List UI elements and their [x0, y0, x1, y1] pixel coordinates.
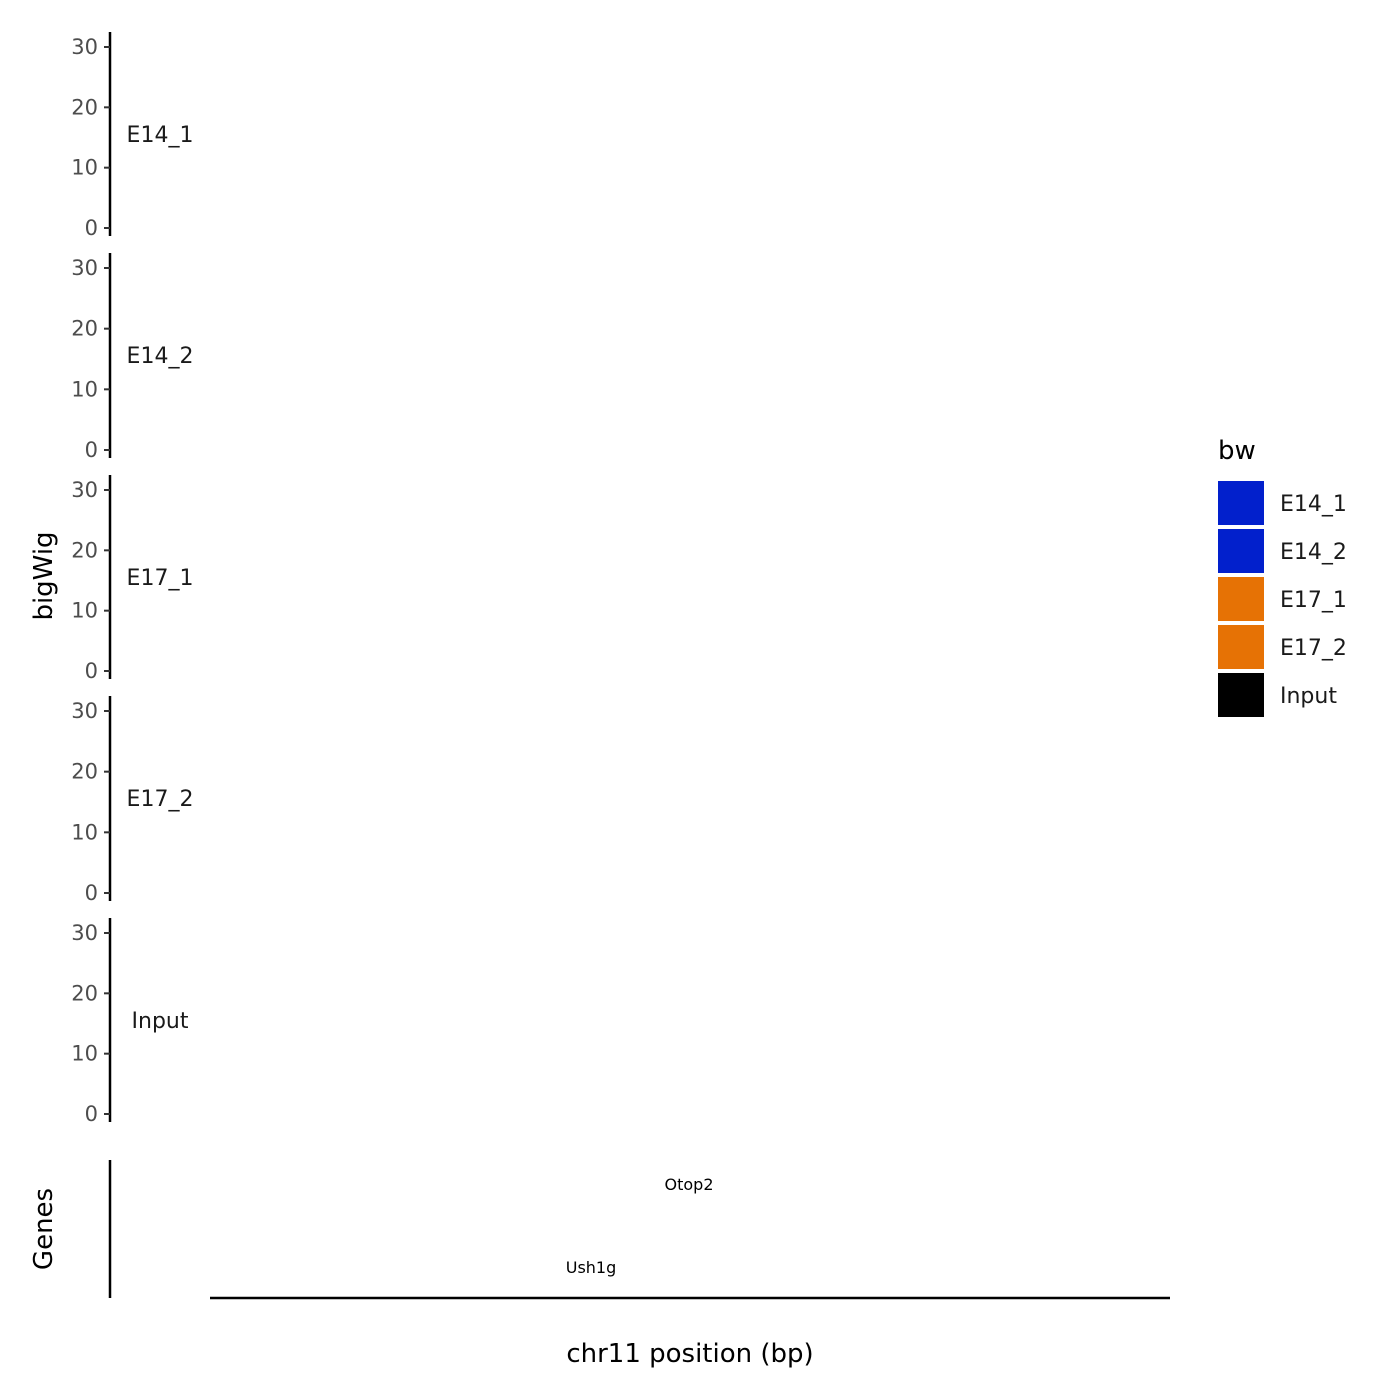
- legend-title: bw: [1218, 436, 1256, 466]
- y-tick-label: 10: [71, 820, 98, 844]
- coverage-tracks: 0 10 20 30 E14_1 0 10 20 30 E14_2 0 10 20 30 E17_1 0 10 2…: [71, 32, 194, 1126]
- track-e17-1: 0 10 20 30 E17_1: [71, 475, 194, 683]
- y-tick-label: 30: [71, 256, 98, 280]
- y-tick-label: 0: [85, 438, 98, 462]
- track-input: 0 10 20 30 Input: [71, 918, 189, 1126]
- legend-label-e14-2: E14_2: [1280, 540, 1347, 565]
- y-tick-label: 10: [71, 599, 98, 623]
- track-e14-2: 0 10 20 30 E14_2: [71, 253, 194, 462]
- gene-otop2: Otop2: [665, 1175, 714, 1194]
- legend-swatch-input: [1218, 673, 1264, 717]
- legend-label-e14-1: E14_1: [1280, 492, 1347, 517]
- genes-axis-title: Genes: [29, 1188, 59, 1270]
- track-e17-2: 0 10 20 30 E17_2: [71, 696, 194, 905]
- legend-label-e17-2: E17_2: [1280, 636, 1347, 661]
- y-tick-label: 10: [71, 1042, 98, 1066]
- y-tick-label: 20: [71, 981, 98, 1005]
- x-axis: 115315000115317500115320000115322500: [210, 1296, 1170, 1300]
- y-tick-label: 30: [71, 35, 98, 59]
- legend-label-input: Input: [1280, 684, 1337, 709]
- legend-swatch-e17-1: [1218, 577, 1264, 621]
- y-tick-label: 20: [71, 317, 98, 341]
- y-tick-label: 20: [71, 95, 98, 119]
- legend: bw E14_1 E14_2 E17_1 E17_2 Input: [1218, 436, 1347, 717]
- y-tick-label: 0: [85, 216, 98, 240]
- y-tick-label: 20: [71, 760, 98, 784]
- legend-swatch-e17-2: [1218, 625, 1264, 669]
- y-tick-label: 0: [85, 659, 98, 683]
- legend-swatch-e14-2: [1218, 529, 1264, 573]
- y-axis-title: bigWig: [29, 531, 59, 620]
- y-tick-label: 0: [85, 881, 98, 905]
- y-tick-label: 10: [71, 377, 98, 401]
- track-label-input: Input: [132, 1009, 189, 1034]
- track-label-e14-2: E14_2: [127, 344, 194, 369]
- legend-label-e17-1: E17_1: [1280, 588, 1347, 613]
- legend-swatch-e14-1: [1218, 481, 1264, 525]
- x-axis-title: chr11 position (bp): [566, 1339, 813, 1369]
- gene-label-ush1g: Ush1g: [566, 1258, 617, 1277]
- gene-ush1g: Ush1g: [566, 1258, 617, 1277]
- y-tick-label: 30: [71, 478, 98, 502]
- track-label-e17-2: E17_2: [127, 787, 194, 812]
- gene-label-otop2: Otop2: [665, 1175, 714, 1194]
- y-tick-label: 30: [71, 699, 98, 723]
- track-label-e17-1: E17_1: [127, 566, 194, 591]
- y-tick-label: 10: [71, 156, 98, 180]
- y-tick-label: 0: [85, 1102, 98, 1126]
- y-tick-label: 20: [71, 538, 98, 562]
- track-e14-1: 0 10 20 30 E14_1: [71, 32, 194, 240]
- track-label-e14-1: E14_1: [127, 123, 194, 148]
- gene-annotation-track: Otop2 Ush1g: [108, 1160, 714, 1298]
- y-tick-label: 30: [71, 921, 98, 945]
